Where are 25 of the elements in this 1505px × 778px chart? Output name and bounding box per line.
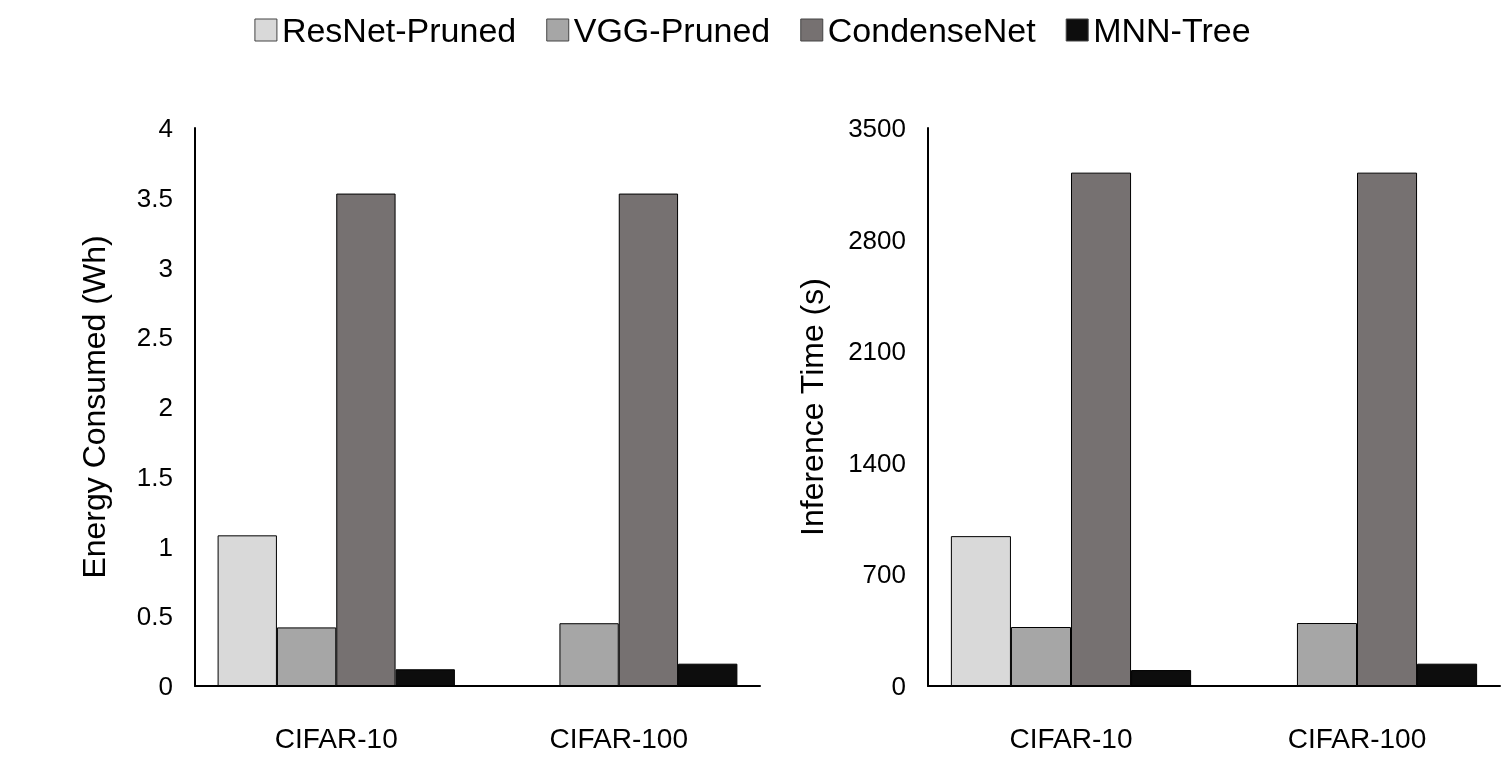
y-tick-label: 3 xyxy=(158,252,173,283)
y-tick-label: 2 xyxy=(158,392,173,422)
y-tick-label: 4 xyxy=(158,113,173,143)
x-tick-label: CIFAR-10 xyxy=(1009,722,1133,754)
y-tick-label: 700 xyxy=(862,559,906,590)
y-tick-label: 1.5 xyxy=(136,461,173,492)
x-tick-label: CIFAR-100 xyxy=(1287,722,1427,754)
x-tick-label: CIFAR-100 xyxy=(549,722,688,754)
y-tick-label: 2.5 xyxy=(136,322,173,353)
y-tick-label: 3500 xyxy=(848,113,906,143)
y-tick-label: 0 xyxy=(158,671,173,701)
y-axis-title: Inference Time (s) xyxy=(794,278,830,536)
y-tick-label: 3.5 xyxy=(136,182,173,213)
y-tick-label: 2800 xyxy=(848,224,906,255)
y-tick-label: 2100 xyxy=(848,336,906,367)
y-tick-label: 1 xyxy=(158,531,173,562)
y-tick-label: 0.5 xyxy=(136,601,173,632)
y-tick-label: 0 xyxy=(891,671,906,701)
legend-label: CondenseNet xyxy=(827,11,1037,49)
legend-label: ResNet-Pruned xyxy=(281,11,517,49)
y-tick-label: 1400 xyxy=(848,447,906,478)
legend-label: MNN-Tree xyxy=(1093,11,1251,49)
y-axis-title: Energy Consumed (Wh) xyxy=(76,235,112,579)
legend-label: VGG-Pruned xyxy=(573,11,771,49)
x-tick-label: CIFAR-10 xyxy=(274,722,398,754)
